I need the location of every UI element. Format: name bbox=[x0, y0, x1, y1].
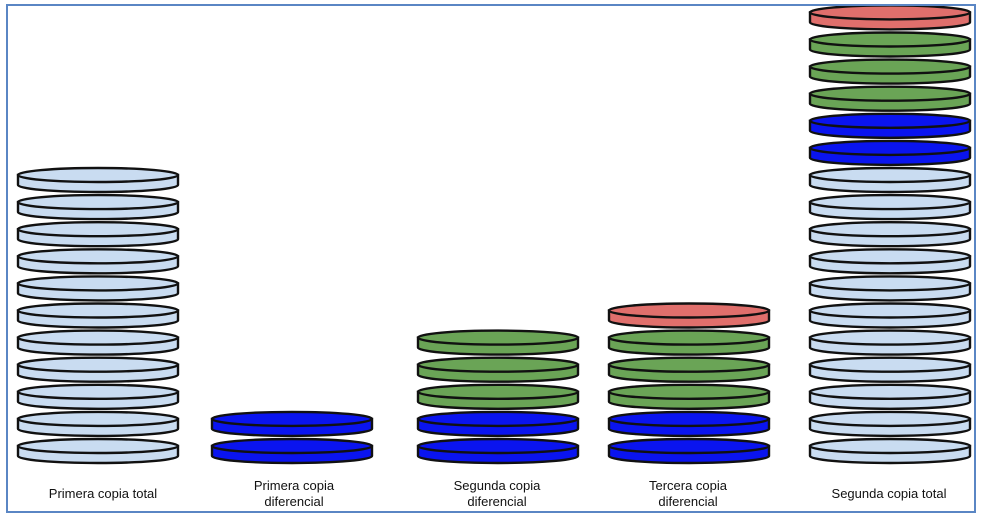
disk-full bbox=[808, 329, 972, 356]
disk-stack-2 bbox=[210, 410, 374, 465]
backup-stacks-diagram bbox=[16, 6, 972, 465]
disk-full bbox=[16, 356, 180, 383]
disk-stack-3 bbox=[416, 329, 580, 465]
disk-full bbox=[808, 356, 972, 383]
disk-full bbox=[808, 248, 972, 275]
stack-label-segunda-copia-diferencial: Segunda copia diferencial bbox=[453, 478, 541, 509]
disk-diff1 bbox=[808, 139, 972, 167]
disk-full bbox=[808, 302, 972, 329]
disk-stack-5 bbox=[808, 6, 972, 465]
disk-full bbox=[16, 437, 180, 465]
disk-full bbox=[16, 193, 180, 221]
disk-diff1 bbox=[416, 410, 580, 438]
disk-full bbox=[16, 166, 180, 194]
disk-full bbox=[808, 410, 972, 438]
stack-label-tercera-copia-diferencial: Tercera copia diferencial bbox=[648, 478, 728, 509]
disk-full bbox=[16, 220, 180, 248]
disk-full bbox=[16, 410, 180, 438]
disk-diff1 bbox=[607, 410, 771, 438]
disk-stack-1 bbox=[16, 166, 180, 465]
diagram-frame: Primera copia total Primera copia difere… bbox=[6, 4, 976, 513]
disk-diff2 bbox=[808, 58, 972, 85]
stack-label-segunda-copia-total: Segunda copia total bbox=[831, 486, 947, 501]
disk-diff3 bbox=[808, 6, 972, 31]
disk-full bbox=[808, 166, 972, 194]
disk-diff2 bbox=[808, 31, 972, 58]
disk-stack-4 bbox=[607, 302, 771, 465]
disk-full bbox=[808, 437, 972, 465]
disk-diff2 bbox=[416, 356, 580, 383]
disk-full bbox=[16, 302, 180, 329]
disk-diff2 bbox=[416, 383, 580, 410]
stack-label-primera-copia-total: Primera copia total bbox=[48, 486, 158, 501]
disk-diff1 bbox=[808, 112, 972, 139]
disk-full bbox=[16, 248, 180, 275]
disk-full bbox=[16, 275, 180, 302]
disk-diff1 bbox=[416, 437, 580, 465]
disk-diff2 bbox=[416, 329, 580, 356]
disk-full bbox=[808, 383, 972, 410]
disk-diff2 bbox=[607, 383, 771, 410]
disk-diff1 bbox=[210, 410, 374, 438]
disk-diff2 bbox=[607, 356, 771, 383]
disk-diff2 bbox=[607, 329, 771, 356]
disk-diff2 bbox=[808, 85, 972, 112]
disk-full bbox=[808, 275, 972, 302]
disk-full bbox=[808, 220, 972, 248]
disk-full bbox=[16, 329, 180, 356]
disk-full bbox=[16, 383, 180, 410]
disk-diff1 bbox=[210, 437, 374, 465]
stack-label-primera-copia-diferencial: Primera copia diferencial bbox=[253, 478, 335, 509]
disk-full bbox=[808, 193, 972, 221]
disk-diff3 bbox=[607, 302, 771, 329]
disk-diff1 bbox=[607, 437, 771, 465]
